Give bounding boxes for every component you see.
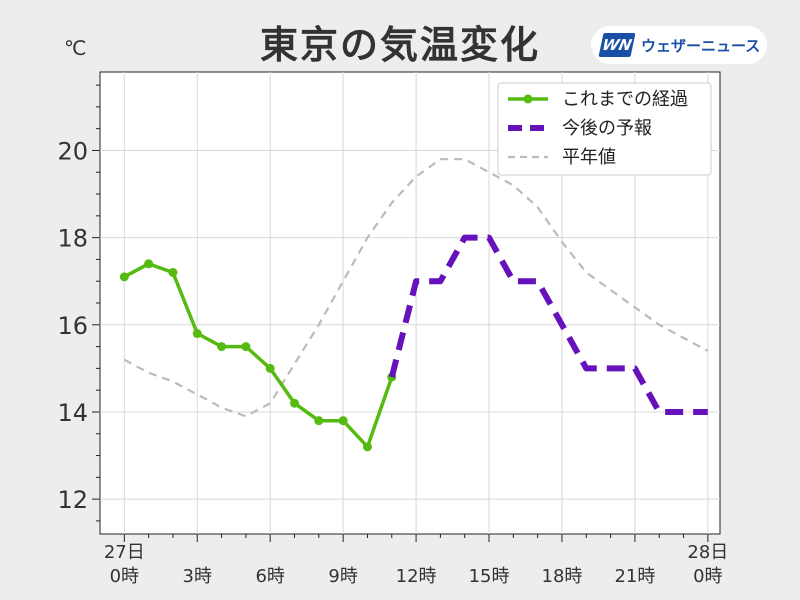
y-tick-label: 16 bbox=[57, 312, 88, 340]
x-tick-label-hour: 0時 bbox=[110, 566, 139, 587]
x-tick-label-hour: 3時 bbox=[183, 566, 212, 587]
data-point bbox=[217, 342, 227, 352]
weathernews-logo-text: ウェザーニュース bbox=[641, 36, 761, 55]
data-point bbox=[119, 272, 129, 282]
y-tick-label: 12 bbox=[57, 486, 88, 514]
x-axis: 27日 0時 3時 6時 9時 12時 15時 18時 21時 28日 0時 bbox=[104, 534, 728, 587]
minor-ticks bbox=[96, 84, 685, 538]
x-tick-label-date: 27日 bbox=[104, 542, 145, 563]
x-tick-label-hour: 21時 bbox=[614, 566, 655, 587]
x-tick-label-date: 28日 bbox=[687, 542, 728, 563]
series-layer bbox=[119, 158, 709, 452]
data-point bbox=[265, 363, 275, 373]
x-tick-label-hour: 12時 bbox=[396, 566, 437, 587]
x-tick-label-hour: 6時 bbox=[255, 566, 284, 587]
weathernews-logo: WN ウェザーニュース bbox=[591, 26, 767, 64]
x-tick-label-hour: 9時 bbox=[328, 566, 357, 587]
legend-marker bbox=[523, 94, 533, 104]
y-tick-label: 18 bbox=[57, 225, 88, 253]
data-point bbox=[168, 267, 178, 277]
y-axis: 12 14 16 18 20 bbox=[57, 137, 100, 514]
data-point bbox=[192, 329, 202, 339]
chart-title: 東京の気温変化 bbox=[259, 23, 540, 67]
legend-label: 今後の予報 bbox=[562, 118, 652, 139]
x-tick-label-hour: 0時 bbox=[693, 566, 722, 587]
y-unit-label: ℃ bbox=[64, 36, 87, 60]
data-point bbox=[144, 259, 154, 269]
legend-box bbox=[497, 82, 712, 176]
y-tick-label: 20 bbox=[57, 137, 88, 165]
grid-lines bbox=[100, 72, 720, 534]
y-tick-label: 14 bbox=[57, 399, 88, 427]
x-tick-label-hour: 15時 bbox=[469, 566, 510, 587]
data-point bbox=[314, 416, 324, 426]
data-point bbox=[290, 398, 300, 408]
data-point bbox=[241, 342, 251, 352]
series-line-2 bbox=[388, 234, 708, 415]
legend-label: 平年値 bbox=[562, 147, 616, 168]
data-point bbox=[362, 442, 372, 452]
legend-label: これまでの経過 bbox=[562, 89, 688, 110]
data-point bbox=[338, 416, 348, 426]
x-tick-label-hour: 18時 bbox=[542, 566, 583, 587]
